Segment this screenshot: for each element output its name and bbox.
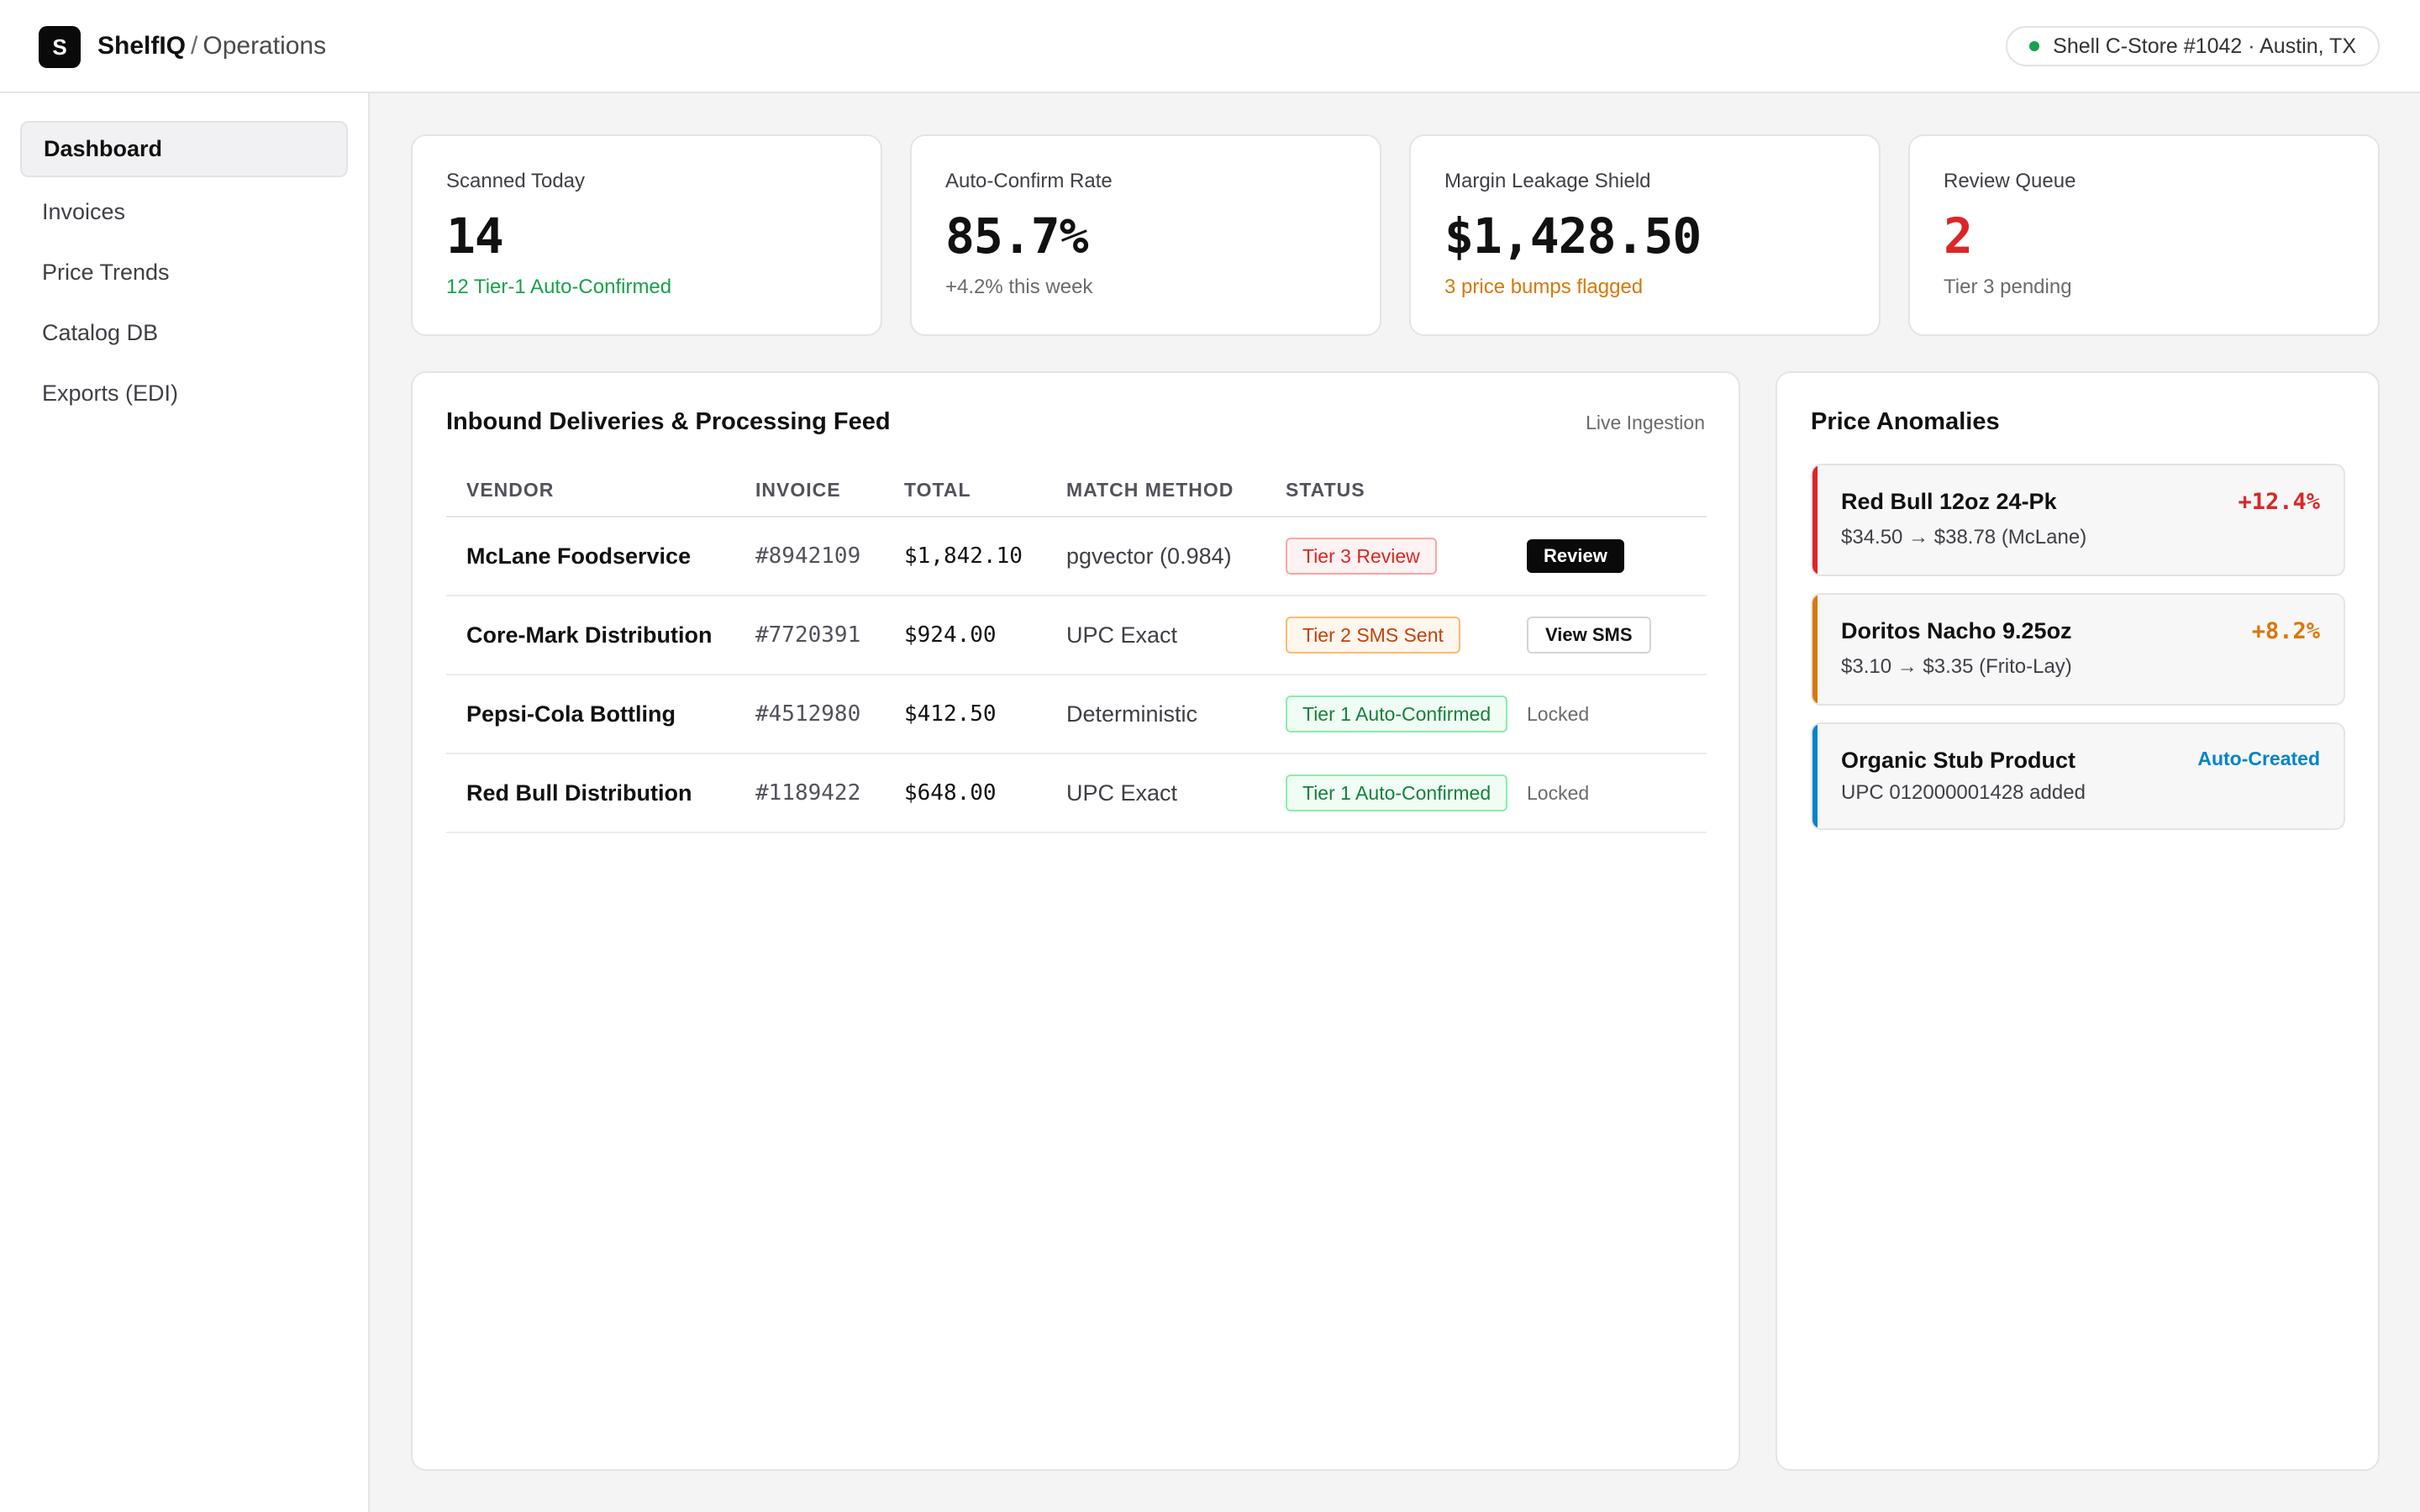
anomaly-product: Doritos Nacho 9.25oz [1841,618,2072,643]
invoice-number[interactable]: #7720391 [755,622,861,648]
stat-card-scanned: Scanned Today 14 12 Tier-1 Auto-Confirme… [411,134,882,336]
status-badge: Tier 1 Auto-Confirmed [1286,774,1508,811]
column-header-invoice: INVOICE [755,479,841,501]
table-row[interactable]: McLane Foodservice #8942109 $1,842.10 pg… [446,517,1707,596]
invoice-number[interactable]: #1189422 [755,780,861,806]
locked-label: Locked [1527,702,1590,725]
feed-title: Inbound Deliveries & Processing Feed [446,408,891,435]
stat-card-auto-confirm: Auto-Confirm Rate 85.7% +4.2% this week [910,134,1381,336]
anomaly-change: +8.2% [2251,618,2320,644]
stat-value: $1,428.50 [1444,207,1702,265]
sidebar-item-exports[interactable]: Exports (EDI) [20,365,348,422]
store-selector[interactable]: Shell C-Store #1042 · Austin, TX [2006,26,2380,66]
anomaly-change: +12.4% [2238,489,2320,515]
table-row[interactable]: Core-Mark Distribution #7720391 $924.00 … [446,596,1707,675]
table-row[interactable]: Pepsi-Cola Bottling #4512980 $412.50 Det… [446,675,1707,754]
anomaly-product: Red Bull 12oz 24-Pk [1841,489,2057,514]
sidebar-item-label: Invoices [42,199,126,224]
sidebar-item-label: Dashboard [44,136,163,161]
sidebar-item-label: Exports (EDI) [42,381,179,406]
sidebar: Dashboard Invoices Price Trends Catalog … [0,93,370,1512]
vendor-name: McLane Foodservice [466,543,692,569]
vendor-name: Core-Mark Distribution [466,622,713,648]
invoice-total: $648.00 [904,780,997,806]
stat-subtext: 12 Tier-1 Auto-Confirmed [446,276,672,298]
stat-subtext: Tier 3 pending [1944,276,2072,298]
invoice-number[interactable]: #8942109 [755,543,861,569]
severity-bar [1812,595,1818,704]
stat-subtext: 3 price bumps flagged [1444,276,1644,298]
auto-created-tag: Auto-Created [2197,748,2320,769]
sidebar-item-catalog-db[interactable]: Catalog DB [20,305,348,361]
anomaly-detail: UPC 012000001428 added [1841,781,2086,804]
stat-label: Scanned Today [446,170,586,192]
app-logo[interactable]: S [39,26,81,68]
live-ingestion-label: Live Ingestion [1586,412,1705,433]
anomaly-detail: $3.10 → $3.35 (Frito-Lay) [1841,655,2072,678]
stat-value: 2 [1944,207,1973,265]
invoice-total: $412.50 [904,701,997,727]
anomaly-card-organic-stub[interactable]: Organic Stub Product UPC 012000001428 ad… [1811,722,2345,830]
stat-card-margin-shield: Margin Leakage Shield $1,428.50 3 price … [1409,134,1881,336]
column-header-total: TOTAL [904,479,971,501]
section-name: Operations [203,32,327,60]
stat-card-review-queue: Review Queue 2 Tier 3 pending [1908,134,2380,336]
view-sms-button[interactable]: View SMS [1527,617,1651,654]
review-button[interactable]: Review [1527,539,1624,573]
column-header-vendor: VENDOR [466,479,555,501]
status-badge: Tier 3 Review [1286,538,1437,575]
match-method: pgvector (0.984) [1066,543,1232,569]
anomaly-detail: $34.50 → $38.78 (McLane) [1841,526,2087,549]
app-name[interactable]: ShelfIQ [97,32,187,60]
sidebar-item-price-trends[interactable]: Price Trends [20,244,348,301]
breadcrumb-separator: / [191,32,198,60]
vendor-name: Pepsi-Cola Bottling [466,701,676,727]
stat-subtext: +4.2% this week [945,276,1093,298]
stat-label: Margin Leakage Shield [1444,170,1651,192]
breadcrumb: ShelfIQ / Operations [97,29,326,64]
anomaly-card-doritos[interactable]: Doritos Nacho 9.25oz $3.10 → $3.35 (Frit… [1811,593,2345,706]
stat-label: Review Queue [1944,170,2076,192]
vendor-name: Red Bull Distribution [466,780,692,806]
column-header-match-method: MATCH METHOD [1066,479,1234,501]
stat-value: 85.7% [945,207,1089,265]
status-badge: Tier 2 SMS Sent [1286,617,1460,654]
table-header: VENDOR INVOICE TOTAL MATCH METHOD STATUS [446,462,1707,517]
invoice-total: $1,842.10 [904,543,1023,569]
invoice-total: $924.00 [904,622,997,648]
sidebar-item-label: Catalog DB [42,320,159,345]
match-method: UPC Exact [1066,780,1178,806]
locked-label: Locked [1527,781,1590,804]
store-label: Shell C-Store #1042 · Austin, TX [2053,34,2356,58]
stat-value: 14 [446,207,504,265]
anomaly-card-red-bull[interactable]: Red Bull 12oz 24-Pk $34.50 → $38.78 (McL… [1811,464,2345,576]
price-anomalies-panel: Price Anomalies Red Bull 12oz 24-Pk $34.… [1776,371,2380,1471]
invoice-number[interactable]: #4512980 [755,701,861,727]
severity-bar [1812,724,1818,828]
sidebar-item-dashboard[interactable]: Dashboard [20,121,348,177]
anomalies-title: Price Anomalies [1811,408,2000,435]
match-method: UPC Exact [1066,622,1178,648]
table-row[interactable]: Red Bull Distribution #1189422 $648.00 U… [446,754,1707,833]
column-header-status: STATUS [1286,479,1365,501]
sidebar-item-label: Price Trends [42,260,170,285]
stat-label: Auto-Confirm Rate [945,170,1113,192]
anomaly-product: Organic Stub Product [1841,748,2076,773]
top-header: S ShelfIQ / Operations Shell C-Store #1042… [0,0,2420,93]
status-badge: Tier 1 Auto-Confirmed [1286,696,1508,732]
deliveries-feed-panel: Inbound Deliveries & Processing Feed Liv… [411,371,1740,1471]
match-method: Deterministic [1066,701,1198,727]
severity-bar [1812,465,1818,575]
sidebar-item-invoices[interactable]: Invoices [20,184,348,240]
store-status-dot [2029,41,2040,51]
